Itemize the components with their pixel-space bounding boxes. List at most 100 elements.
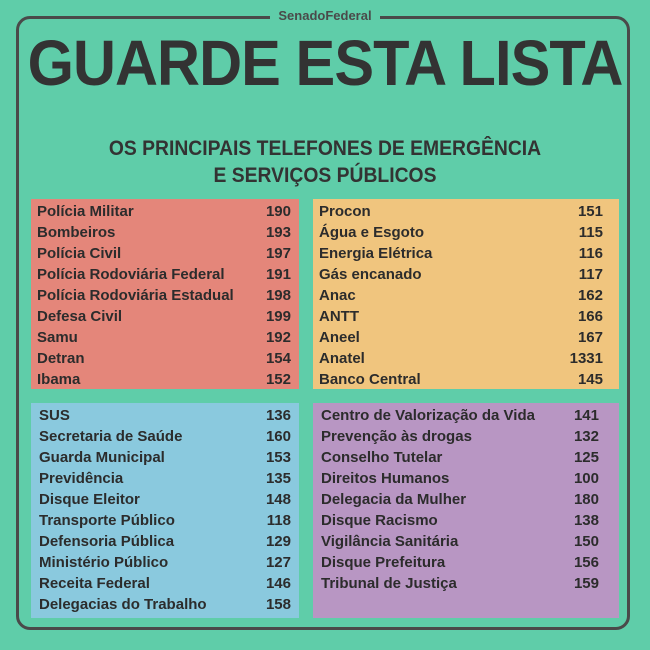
phone-number: 160 bbox=[265, 428, 291, 445]
service-name: Prevenção às drogas bbox=[321, 428, 472, 445]
service-name: Direitos Humanos bbox=[321, 470, 450, 487]
phone-number: 190 bbox=[265, 203, 291, 220]
phone-number: 145 bbox=[577, 371, 603, 388]
subtitle-line-2: E SERVIÇOS PÚBLICOS bbox=[213, 164, 437, 187]
phone-number: 150 bbox=[573, 533, 599, 550]
phone-number: 148 bbox=[265, 491, 291, 508]
phone-entry: Prevenção às drogas 132 bbox=[319, 426, 613, 447]
service-name: Receita Federal bbox=[39, 575, 150, 592]
service-name: Conselho Tutelar bbox=[321, 449, 443, 466]
service-name: Transporte Público bbox=[39, 512, 175, 529]
service-name: Delegacias do Trabalho bbox=[39, 596, 207, 613]
service-name: Disque Eleitor bbox=[39, 491, 140, 508]
phone-entry: SUS 136 bbox=[37, 405, 293, 426]
phone-number: 154 bbox=[265, 350, 291, 367]
phone-entry: Conselho Tutelar 125 bbox=[319, 447, 613, 468]
public-box-blue: SUS 136 Secretaria de Saúde 160 Guarda Munic… bbox=[31, 403, 299, 618]
phone-number: 166 bbox=[577, 308, 603, 325]
service-name: Aneel bbox=[319, 329, 360, 346]
phone-entry: Guarda Municipal 153 bbox=[37, 447, 293, 468]
phone-entry: Previdência 135 bbox=[37, 468, 293, 489]
phone-entry: Bombeiros 193 bbox=[37, 222, 293, 243]
phone-number: 135 bbox=[265, 470, 291, 487]
service-name: Centro de Valorização da Vida bbox=[321, 407, 535, 424]
phone-entry: Energia Elétrica 116 bbox=[319, 243, 613, 264]
phone-entry: Defesa Civil 199 bbox=[37, 306, 293, 327]
phone-number: 117 bbox=[578, 266, 603, 283]
phone-number: 153 bbox=[265, 449, 291, 466]
phone-number: 198 bbox=[265, 287, 291, 304]
phone-entry: Delegacias do Trabalho 158 bbox=[37, 594, 293, 615]
service-name: Anatel bbox=[319, 350, 365, 367]
phone-number: 129 bbox=[265, 533, 291, 550]
phone-entry: Delegacia da Mulher 180 bbox=[319, 489, 613, 510]
phone-entry: Tribunal de Justiça 159 bbox=[319, 573, 613, 594]
brand-label: SenadoFederal bbox=[0, 7, 650, 25]
phone-number: 180 bbox=[573, 491, 599, 508]
service-name: Procon bbox=[319, 203, 371, 220]
phone-number: 125 bbox=[573, 449, 599, 466]
service-name: Ministério Público bbox=[39, 554, 169, 571]
phone-number: 193 bbox=[265, 224, 291, 241]
phone-entry: Banco Central 145 bbox=[319, 369, 613, 390]
phone-entry: Direitos Humanos 100 bbox=[319, 468, 613, 489]
subtitle-line-1: OS PRINCIPAIS TELEFONES DE EMERGÊNCIA bbox=[108, 137, 542, 160]
phone-entry: Ibama 152 bbox=[37, 369, 293, 390]
phone-entry: Disque Racismo 138 bbox=[319, 510, 613, 531]
phone-entry: Transporte Público 118 bbox=[37, 510, 293, 531]
service-name: Defensoria Pública bbox=[39, 533, 175, 550]
phone-number: 132 bbox=[573, 428, 599, 445]
phone-number: 136 bbox=[265, 407, 291, 424]
phone-number: 141 bbox=[573, 407, 599, 424]
phone-number: 192 bbox=[265, 329, 291, 346]
page-title: GUARDE ESTA LISTA bbox=[27, 27, 624, 99]
service-name: Bombeiros bbox=[37, 224, 116, 241]
phone-entry: Receita Federal 146 bbox=[37, 573, 293, 594]
phone-entry: Polícia Rodoviária Federal 191 bbox=[37, 264, 293, 285]
phone-number: 100 bbox=[573, 470, 599, 487]
service-name: Água e Esgoto bbox=[319, 224, 425, 241]
service-name: Secretaria de Saúde bbox=[39, 428, 183, 445]
service-name: Vigilância Sanitária bbox=[321, 533, 459, 550]
service-name: Banco Central bbox=[319, 371, 421, 388]
phone-entry: Anac 162 bbox=[319, 285, 613, 306]
phone-entry: Disque Prefeitura 156 bbox=[319, 552, 613, 573]
phone-number: 158 bbox=[265, 596, 291, 613]
service-name: Samu bbox=[37, 329, 78, 346]
service-name: Ibama bbox=[37, 371, 81, 388]
phone-number: 167 bbox=[577, 329, 603, 346]
phone-number: 159 bbox=[573, 575, 599, 592]
phone-entry: Polícia Civil 197 bbox=[37, 243, 293, 264]
phone-number: 199 bbox=[265, 308, 291, 325]
phone-entry: Centro de Valorização da Vida 141 bbox=[319, 405, 613, 426]
phone-number: 191 bbox=[265, 266, 291, 283]
service-name: Tribunal de Justiça bbox=[321, 575, 457, 592]
service-name: Polícia Militar bbox=[37, 203, 134, 220]
service-name: Disque Prefeitura bbox=[321, 554, 446, 571]
service-name: Delegacia da Mulher bbox=[321, 491, 467, 508]
service-name: ANTT bbox=[319, 308, 359, 325]
phone-number: 152 bbox=[265, 371, 291, 388]
phone-entry: Aneel 167 bbox=[319, 327, 613, 348]
service-name: Detran bbox=[37, 350, 85, 367]
phone-number: 127 bbox=[265, 554, 291, 571]
phone-entry: Água e Esgoto 115 bbox=[319, 222, 613, 243]
phone-number: 146 bbox=[265, 575, 291, 592]
emergency-box-red: Polícia Militar 190 Bombeiros 193 Polícia Ci… bbox=[31, 199, 299, 389]
phone-number: 138 bbox=[573, 512, 599, 529]
service-name: Energia Elétrica bbox=[319, 245, 433, 262]
service-name: SUS bbox=[39, 407, 70, 424]
services-box-orange: Procon 151 Água e Esgoto 115 Energia Elétric… bbox=[313, 199, 619, 389]
phone-entry: Defensoria Pública 129 bbox=[37, 531, 293, 552]
service-name: Polícia Civil bbox=[37, 245, 122, 262]
phone-entry: Detran 154 bbox=[37, 348, 293, 369]
service-name: Previdência bbox=[39, 470, 124, 487]
page-subtitle: OS PRINCIPAIS TELEFONES DE EMERGÊNCIA E … bbox=[26, 135, 624, 189]
phone-entry: Polícia Rodoviária Estadual 198 bbox=[37, 285, 293, 306]
phone-entry: Polícia Militar 190 bbox=[37, 201, 293, 222]
phone-entry: Anatel 1331 bbox=[319, 348, 613, 369]
phone-entry: Samu 192 bbox=[37, 327, 293, 348]
service-name: Anac bbox=[319, 287, 356, 304]
service-name: Polícia Rodoviária Federal bbox=[37, 266, 225, 283]
phone-entry: Procon 151 bbox=[319, 201, 613, 222]
